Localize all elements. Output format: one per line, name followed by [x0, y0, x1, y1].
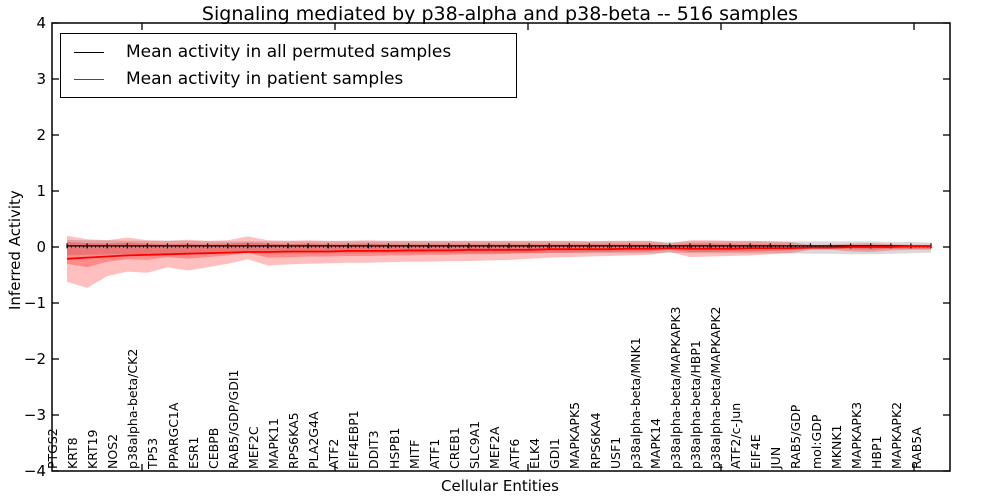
- y-tick-label: −1: [23, 293, 46, 312]
- x-tick-label: ESR1: [185, 436, 201, 469]
- x-tick-label: PPARGC1A: [165, 402, 181, 469]
- legend: Mean activity in all permuted samples Me…: [60, 33, 517, 98]
- x-tick-label: SLC9A1: [466, 420, 482, 469]
- x-tick-label: HSPB1: [386, 427, 402, 469]
- x-tick-label: EIF4E: [748, 434, 764, 469]
- x-tick-label: mol:GDP: [808, 414, 824, 469]
- y-tick-label: −2: [23, 349, 46, 368]
- x-tick-label: KRT8: [65, 437, 81, 469]
- x-tick-label: TP53: [145, 437, 161, 469]
- x-tick-label: MAPKAPK2: [888, 401, 904, 469]
- patient-mean-line: [66, 245, 931, 260]
- x-tick-label: p38alpha-beta/CK2: [125, 348, 141, 469]
- patient-samples-band-outer: [67, 235, 931, 288]
- x-tick-label: MEF2A: [487, 426, 503, 469]
- x-tick-label: MAPKAPK3: [848, 401, 864, 469]
- y-tick-label: 4: [36, 13, 46, 32]
- x-tick-label: ATF2/c-Jun: [728, 402, 744, 469]
- x-tick-label: p38alpha-beta/HBP1: [687, 340, 703, 469]
- legend-label: Mean activity in patient samples: [126, 69, 404, 89]
- legend-entry-patient: Mean activity in patient samples: [74, 69, 516, 89]
- x-tick-label: NOS2: [105, 433, 121, 469]
- x-tick-label: MAPKAPK5: [567, 401, 583, 469]
- permuted-line-swatch: [74, 51, 104, 53]
- x-tick-label: CEBPB: [205, 427, 221, 469]
- x-axis-label: Cellular Entities: [441, 477, 559, 495]
- x-tick-label: CREB1: [446, 427, 462, 469]
- x-tick-label: MKNK1: [828, 424, 844, 469]
- x-tick-label: RAB5/GDP/GDI1: [225, 369, 241, 469]
- x-tick-label: GDI1: [547, 438, 563, 469]
- x-tick-label: ATF1: [426, 438, 442, 469]
- chart-title: Signaling mediated by p38-alpha and p38-…: [201, 3, 799, 25]
- x-tick-label: p38alpha-beta/MAPKAPK3: [667, 306, 683, 470]
- x-tick-label: PLA2G4A: [306, 411, 322, 469]
- legend-entry-permuted: Mean activity in all permuted samples: [74, 42, 516, 62]
- y-tick-label: −4: [23, 461, 46, 480]
- x-tick-label: RPS6KA5: [286, 412, 302, 469]
- x-tick-label: MAPK11: [266, 418, 282, 469]
- x-tick-label: p38alpha-beta/MAPKAPK2: [708, 306, 724, 470]
- patient-line-swatch: [74, 78, 104, 80]
- x-tick-label: MAPK14: [647, 418, 663, 469]
- y-tick-label: 3: [36, 69, 46, 88]
- x-tick-label: HBP1: [868, 435, 884, 469]
- x-tick-label: MEF2C: [245, 426, 261, 469]
- x-tick-label: ELK4: [527, 437, 543, 469]
- x-tick-label: USF1: [607, 436, 623, 469]
- x-tick-label: EIF4EBP1: [346, 410, 362, 469]
- y-tick-label: 0: [36, 237, 46, 256]
- x-tick-label: p38alpha-beta/MNK1: [627, 337, 643, 469]
- y-tick-label: −3: [23, 405, 46, 424]
- x-tick-label: RPS6KA4: [587, 412, 603, 469]
- x-tick-label: JUN: [768, 446, 784, 469]
- x-tick-label: MITF: [406, 439, 422, 469]
- y-tick-label: 1: [36, 181, 46, 200]
- x-tick-label: KRT19: [85, 429, 101, 469]
- x-tick-label: RAB5A: [909, 427, 924, 469]
- x-tick-label: PTGS2: [45, 428, 60, 469]
- y-tick-label: 2: [36, 125, 46, 144]
- legend-label: Mean activity in all permuted samples: [126, 42, 452, 62]
- x-tick-label: ATF6: [507, 438, 523, 469]
- x-tick-label: DDIT3: [366, 430, 382, 469]
- x-tick-label: RAB5/GDP: [788, 404, 804, 469]
- x-tick-label: ATF2: [326, 438, 342, 469]
